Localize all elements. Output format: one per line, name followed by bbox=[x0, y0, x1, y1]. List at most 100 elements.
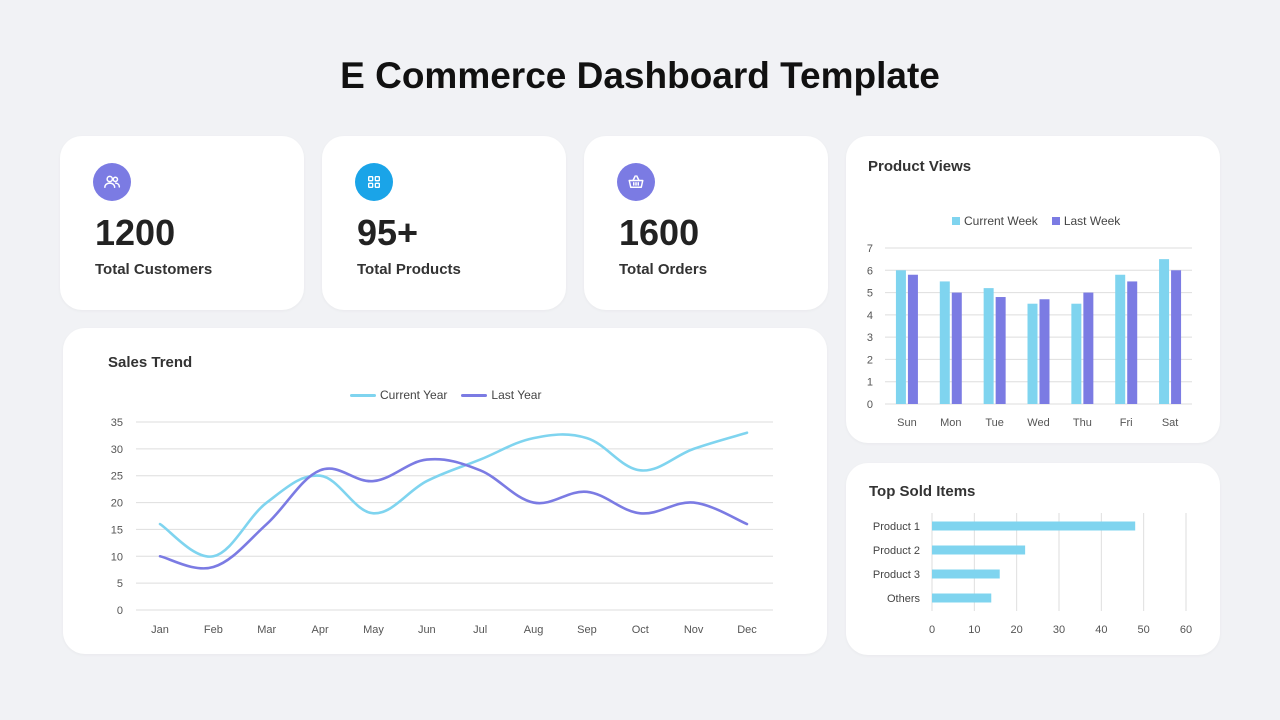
kpi-value: 1200 bbox=[95, 212, 176, 253]
x-tick-label: Mon bbox=[940, 417, 961, 429]
top-sold-title: Top Sold Items bbox=[869, 483, 976, 500]
bar bbox=[1115, 274, 1126, 404]
y-tick-label: 7 bbox=[867, 243, 873, 255]
category-label: Product 3 bbox=[873, 569, 920, 581]
series-line bbox=[158, 431, 749, 558]
kpi-card-customers: 1200 Total Customers bbox=[60, 136, 304, 310]
top-sold-card: Top Sold Items 0 10 20 30 40 50 60 Product 1 Pro… bbox=[846, 463, 1220, 655]
bar bbox=[932, 593, 992, 603]
x-tick-label: 30 bbox=[1053, 624, 1065, 636]
sales-trend-card: Sales Trend Current Year Last Year 0 5 10 1… bbox=[63, 328, 827, 654]
bar bbox=[1127, 281, 1138, 404]
bar bbox=[951, 292, 962, 404]
bar bbox=[1171, 270, 1182, 404]
y-tick-label: 35 bbox=[111, 417, 123, 429]
x-tick-label: Thu bbox=[1073, 417, 1092, 429]
bar bbox=[1159, 259, 1170, 404]
y-tick-label: 2 bbox=[867, 354, 873, 366]
x-tick-label: Sun bbox=[897, 417, 917, 429]
product-views-card: Product Views Current Week Last Week 0 1 2… bbox=[846, 136, 1220, 443]
category-label: Product 2 bbox=[873, 545, 920, 557]
x-tick-label: Tue bbox=[985, 417, 1004, 429]
x-tick-label: Sat bbox=[1162, 417, 1179, 429]
y-tick-label: 25 bbox=[111, 471, 123, 483]
kpi-label: Total Orders bbox=[619, 261, 708, 278]
sales-trend-chart: 0 5 10 15 20 25 30 35 Jan Feb Mar Apr May Jun Jul Aug Se… bbox=[111, 417, 773, 636]
legend-swatch bbox=[350, 393, 376, 397]
kpi-value: 1600 bbox=[619, 212, 700, 253]
x-tick-label: Mar bbox=[257, 624, 276, 636]
product-views-chart: 0 1 2 3 4 5 6 7 Sun Mon Tue Wed Thu Fri Sat bbox=[867, 243, 1192, 429]
product-views-legend: Current Week Last Week bbox=[952, 214, 1134, 228]
y-tick-label: 20 bbox=[111, 498, 123, 510]
y-tick-label: 3 bbox=[867, 332, 873, 344]
x-tick-label: Apr bbox=[312, 624, 329, 636]
product-views-title: Product Views bbox=[868, 158, 972, 175]
x-tick-label: 60 bbox=[1180, 624, 1192, 636]
x-tick-label: Wed bbox=[1027, 417, 1049, 429]
bar bbox=[939, 281, 950, 404]
y-tick-label: 10 bbox=[111, 551, 123, 563]
bar bbox=[1039, 299, 1050, 404]
bar bbox=[932, 521, 1136, 531]
legend-item: Current Week bbox=[952, 214, 1038, 228]
legend-label: Last Week bbox=[1063, 214, 1121, 228]
x-tick-label: May bbox=[363, 624, 384, 636]
bar bbox=[983, 288, 994, 404]
kpi-value: 95+ bbox=[357, 212, 419, 253]
y-tick-label: 6 bbox=[867, 265, 873, 277]
y-tick-label: 5 bbox=[867, 288, 873, 300]
bar bbox=[932, 569, 1000, 579]
x-tick-label: Dec bbox=[737, 624, 757, 636]
legend-item: Current Year bbox=[350, 388, 447, 402]
x-tick-label: Jan bbox=[151, 624, 169, 636]
grid-icon bbox=[355, 163, 393, 201]
x-tick-label: Jul bbox=[473, 624, 487, 636]
y-tick-label: 0 bbox=[117, 605, 123, 617]
bar bbox=[895, 270, 906, 404]
y-tick-label: 1 bbox=[867, 377, 873, 389]
legend-label: Last Year bbox=[491, 388, 542, 402]
x-tick-label: Nov bbox=[684, 624, 704, 636]
page-title: E Commerce Dashboard Template bbox=[340, 55, 940, 96]
bar bbox=[932, 545, 1026, 555]
bar bbox=[907, 274, 918, 404]
category-label: Others bbox=[887, 593, 921, 605]
basket-icon bbox=[617, 163, 655, 201]
top-sold-chart: 0 10 20 30 40 50 60 Product 1 Product 2 Product 3… bbox=[873, 513, 1192, 636]
legend-item: Last Year bbox=[461, 388, 541, 402]
x-tick-label: Jun bbox=[418, 624, 436, 636]
bar bbox=[1083, 292, 1094, 404]
bar bbox=[995, 297, 1006, 404]
kpi-label: Total Products bbox=[357, 261, 461, 278]
y-tick-label: 15 bbox=[111, 524, 123, 536]
legend-swatch bbox=[461, 393, 488, 397]
sales-trend-legend: Current Year Last Year bbox=[350, 388, 555, 402]
x-tick-label: Oct bbox=[632, 624, 649, 636]
x-tick-label: 40 bbox=[1095, 624, 1107, 636]
legend-label: Current Year bbox=[380, 388, 448, 402]
y-tick-label: 4 bbox=[867, 310, 873, 322]
y-tick-label: 30 bbox=[111, 444, 123, 456]
bar bbox=[1071, 303, 1082, 404]
sales-trend-title: Sales Trend bbox=[108, 354, 193, 371]
x-tick-label: Sep bbox=[577, 624, 597, 636]
kpi-card-orders: 1600 Total Orders bbox=[584, 136, 828, 310]
legend-label: Current Week bbox=[964, 214, 1038, 228]
x-tick-label: Aug bbox=[524, 624, 544, 636]
series-line bbox=[158, 457, 749, 570]
kpi-card-products: 95+ Total Products bbox=[322, 136, 566, 310]
legend-swatch bbox=[1051, 217, 1060, 225]
y-tick-label: 0 bbox=[867, 399, 873, 411]
x-tick-label: 10 bbox=[968, 624, 980, 636]
users-icon bbox=[93, 163, 131, 201]
kpi-label: Total Customers bbox=[95, 261, 213, 278]
x-tick-label: 20 bbox=[1011, 624, 1023, 636]
legend-item: Last Week bbox=[1051, 214, 1121, 228]
x-tick-label: 0 bbox=[929, 624, 935, 636]
bar bbox=[1027, 303, 1038, 404]
x-tick-label: 50 bbox=[1138, 624, 1150, 636]
category-label: Product 1 bbox=[873, 521, 920, 533]
x-tick-label: Feb bbox=[204, 624, 223, 636]
y-tick-label: 5 bbox=[117, 578, 123, 590]
